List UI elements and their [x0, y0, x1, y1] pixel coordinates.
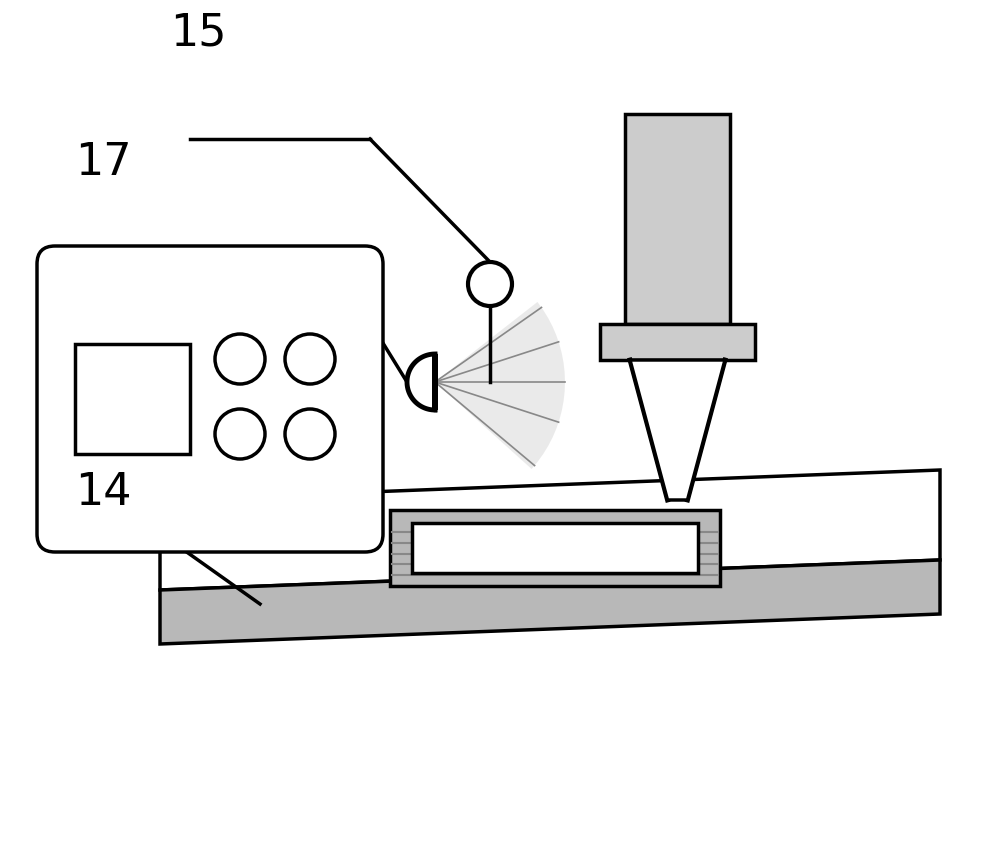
Polygon shape	[435, 302, 565, 469]
Bar	[625, 114, 730, 324]
Circle shape	[468, 262, 512, 306]
Polygon shape	[160, 470, 940, 590]
Circle shape	[215, 409, 265, 459]
Bar	[390, 510, 720, 586]
Text: 14: 14	[75, 471, 132, 514]
Circle shape	[215, 334, 265, 384]
Bar	[600, 324, 755, 360]
Polygon shape	[160, 560, 940, 644]
Circle shape	[285, 334, 335, 384]
Bar	[75, 344, 190, 454]
Text: 17: 17	[75, 141, 132, 184]
Text: 15: 15	[170, 11, 226, 54]
FancyBboxPatch shape	[37, 246, 383, 552]
Circle shape	[285, 409, 335, 459]
Polygon shape	[407, 354, 435, 410]
Polygon shape	[630, 360, 725, 500]
Bar	[412, 523, 698, 573]
